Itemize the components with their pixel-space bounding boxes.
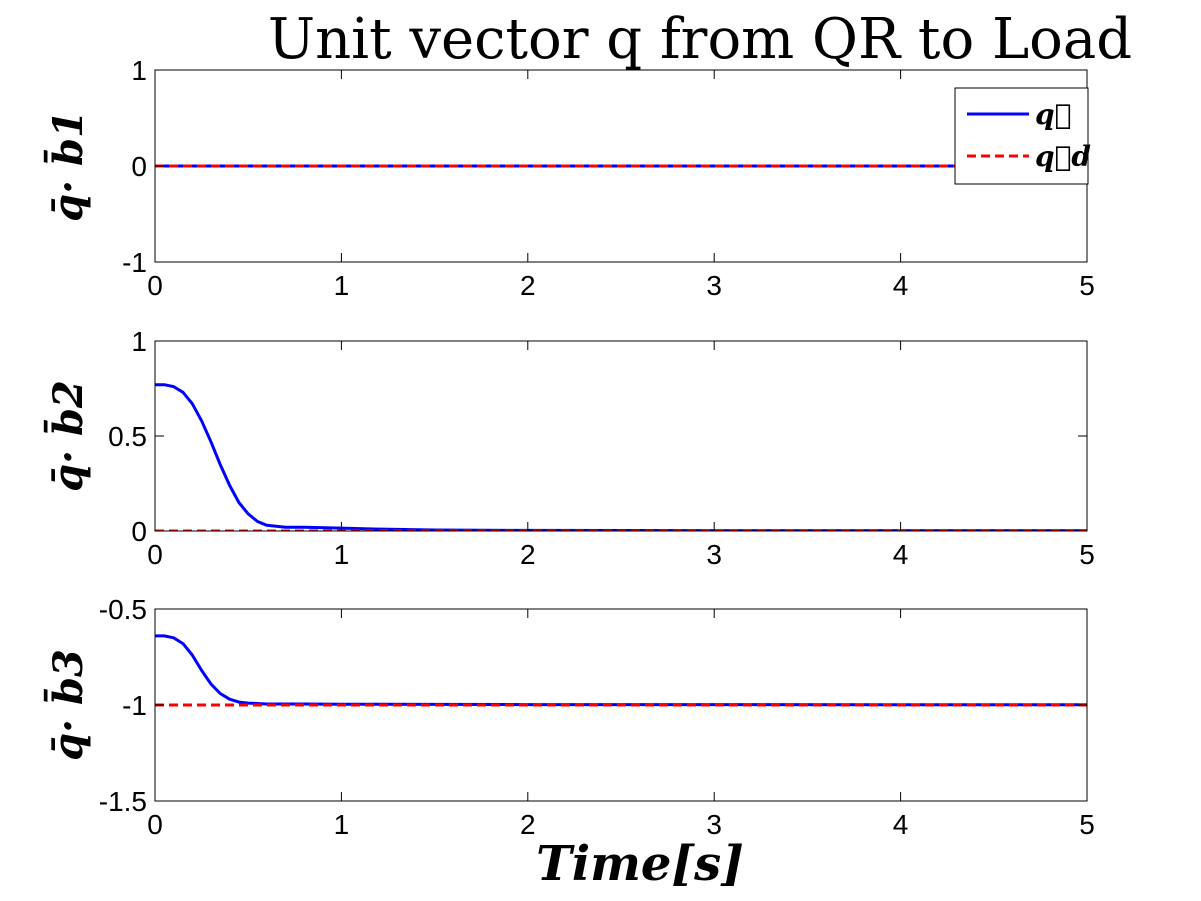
y-tick-label: 0 (131, 516, 147, 547)
series-q-line (155, 634, 1087, 707)
y-tick-label: -1 (122, 247, 147, 278)
x-tick-label: 5 (1079, 539, 1095, 570)
y-tick-label: 1 (131, 55, 147, 86)
subplot-3: 0 1 2 3 4 5 -1.5 -1 -0.5q̄· b̄3 (45, 594, 1095, 840)
x-tick-label: 4 (893, 809, 909, 840)
legend-label: q⃗ (1035, 98, 1071, 131)
x-axis-label: Time[s] (536, 836, 744, 892)
x-tick-label: 4 (893, 270, 909, 301)
y-tick-label: -0.5 (99, 594, 147, 625)
y-tick-label: 0.5 (108, 421, 147, 452)
x-tick-label: 2 (520, 270, 536, 301)
y-tick-label: 1 (131, 326, 147, 357)
x-tick-label: 0 (147, 270, 163, 301)
x-tick-label: 0 (147, 809, 163, 840)
legend-label: q⃗d (1035, 140, 1091, 173)
x-tick-label: 1 (334, 270, 350, 301)
axes-box (154, 340, 1088, 532)
legend: q⃗ q⃗d (954, 87, 1091, 185)
x-tick-label: 3 (706, 809, 722, 840)
x-tick-label: 2 (520, 809, 536, 840)
x-tick-label: 5 (1079, 809, 1095, 840)
x-tick-label: 3 (706, 270, 722, 301)
x-tick-label: 2 (520, 539, 536, 570)
y-tick-label: -1.5 (99, 786, 147, 817)
x-tick-label: 1 (334, 809, 350, 840)
x-tick-label: 0 (147, 539, 163, 570)
x-tick-label: 1 (334, 539, 350, 570)
subplot-2: 0 1 2 3 4 5 0 0.5 1 q̄· b̄2 (45, 326, 1095, 570)
x-tick-label: 3 (706, 539, 722, 570)
y-axis-label: q̄· b̄3 (45, 649, 92, 761)
y-tick-label: 0 (131, 151, 147, 182)
y-axis-label: q̄· b̄2 (45, 380, 92, 492)
y-tick-label: -1 (122, 690, 147, 721)
figure-title: Unit vector q from QR to Load (268, 7, 1132, 72)
legend-box (954, 87, 1089, 185)
y-axis-label: q̄· b̄1 (45, 110, 92, 222)
x-tick-label: 5 (1079, 270, 1095, 301)
x-tick-label: 4 (893, 539, 909, 570)
series-q-line (155, 383, 1087, 531)
